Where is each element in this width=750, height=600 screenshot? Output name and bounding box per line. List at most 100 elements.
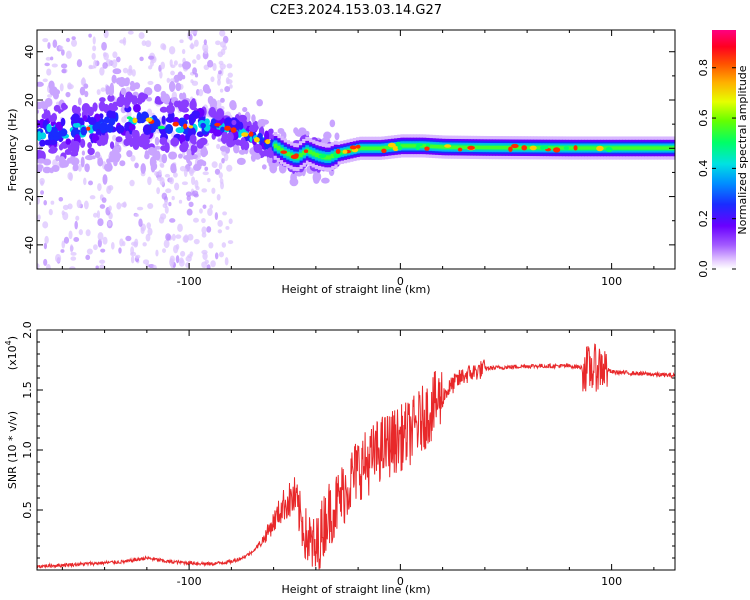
heatmap-blob — [238, 122, 244, 130]
heatmap-speckle — [152, 264, 157, 269]
heatmap-blob — [53, 131, 61, 137]
heatmap-speckle — [37, 142, 40, 147]
heatmap-speckle — [188, 201, 194, 208]
heatmap-band-cell — [375, 146, 379, 150]
heatmap-speckle — [95, 265, 99, 269]
heatmap-speckle — [171, 195, 175, 201]
heatmap-speckle — [218, 251, 224, 258]
spectrogram-x-ticks: -100 0 100 — [61, 30, 655, 288]
heatmap-blob — [116, 124, 125, 134]
heatmap-speckle — [162, 44, 167, 51]
heatmap-blob — [225, 146, 231, 154]
heatmap-speckle — [189, 43, 195, 49]
heatmap-speckle — [99, 259, 106, 264]
heatmap-speckle — [102, 236, 108, 245]
heatmap-peak — [145, 117, 153, 122]
heatmap-blob — [175, 82, 182, 92]
heatmap-speckle — [145, 233, 151, 242]
heatmap-band-cell — [504, 145, 509, 150]
snr-panel: -100 0 100 0.5 1.0 1.5 2.0 Height of straight… — [4, 321, 676, 596]
heatmap-blob — [129, 84, 137, 92]
heatmap-speckle — [154, 171, 158, 176]
heatmap-speckle — [69, 172, 73, 182]
heatmap-blob — [92, 123, 100, 130]
heatmap-speckle — [147, 80, 154, 86]
heatmap-speckle — [217, 79, 221, 86]
heatmap-speckle — [102, 62, 108, 69]
heatmap-band-cell — [625, 146, 630, 150]
heatmap-blob — [329, 119, 336, 128]
heatmap-band-cell — [631, 146, 636, 150]
heatmap-blob — [37, 130, 42, 142]
heatmap-speckle — [73, 237, 80, 243]
svg-text:(x104): (x104) — [4, 336, 19, 370]
heatmap-speckle — [154, 136, 160, 146]
heatmap-speckle — [226, 164, 233, 172]
heatmap-speckle — [101, 41, 107, 51]
heatmap-peak — [529, 145, 537, 151]
heatmap-blob — [92, 135, 100, 142]
heatmap-blob — [128, 123, 136, 131]
heatmap-speckle — [127, 30, 134, 35]
heatmap-speckle — [62, 211, 69, 221]
heatmap-peak — [157, 125, 166, 130]
heatmap-speckle — [166, 77, 171, 83]
heatmap-speckle — [86, 248, 93, 255]
heatmap-speckle — [159, 70, 163, 79]
heatmap-blob — [49, 139, 58, 145]
heatmap-band-cell — [362, 146, 367, 150]
heatmap-band-cell — [273, 143, 278, 148]
heatmap-blob — [173, 100, 180, 108]
heatmap-speckle — [227, 72, 233, 78]
heatmap-speckle — [75, 215, 80, 221]
heatmap-blob — [161, 153, 168, 164]
y-tick-label: -20 — [23, 188, 36, 206]
heatmap-speckle — [192, 59, 197, 64]
heatmap-speckle — [207, 177, 211, 183]
heatmap-speckle — [202, 171, 209, 176]
heatmap-peak — [335, 148, 341, 155]
heatmap-speckle — [141, 40, 147, 46]
heatmap-speckle — [50, 56, 54, 61]
heatmap-blob — [189, 134, 197, 145]
heatmap-speckle — [190, 176, 196, 186]
heatmap-band-cell — [454, 145, 459, 149]
heatmap-speckle — [192, 67, 198, 75]
heatmap-peak — [573, 145, 578, 151]
heatmap-speckle — [201, 217, 206, 224]
heatmap-band-cell — [527, 146, 531, 150]
heatmap-band-cell — [650, 146, 655, 150]
heatmap-peak — [392, 145, 399, 152]
heatmap-band-cell — [549, 146, 554, 150]
heatmap-peak — [214, 122, 221, 127]
heatmap-band-cell — [476, 145, 481, 150]
heatmap-speckle — [70, 39, 78, 47]
heatmap-blob — [220, 126, 225, 132]
heatmap-speckle — [122, 67, 129, 74]
heatmap-speckle — [216, 99, 222, 109]
heatmap-speckle — [78, 229, 83, 236]
heatmap-speckle — [60, 49, 65, 56]
heatmap-blob — [168, 81, 176, 92]
heatmap-blob — [72, 122, 81, 128]
heatmap-band-cell — [289, 153, 294, 158]
heatmap-band-cell — [482, 145, 487, 150]
heatmap-speckle — [218, 70, 222, 75]
heatmap-band-cell — [638, 146, 642, 150]
heatmap-speckle — [148, 55, 155, 60]
heatmap-blob — [242, 107, 248, 113]
heatmap-speckle — [70, 251, 77, 256]
heatmap-band-cell — [384, 145, 389, 150]
heatmap-blob — [37, 81, 44, 87]
heatmap-speckle — [201, 232, 207, 238]
heatmap-speckle — [210, 260, 216, 268]
heatmap-speckle — [140, 227, 145, 235]
heatmap-blob — [264, 130, 270, 142]
heatmap-speckle — [148, 65, 153, 70]
heatmap-speckle — [219, 30, 226, 37]
heatmap-peak — [424, 146, 430, 151]
x-tick-label: 0 — [397, 275, 404, 288]
heatmap-speckle — [70, 256, 77, 261]
heatmap-blob — [120, 87, 127, 95]
